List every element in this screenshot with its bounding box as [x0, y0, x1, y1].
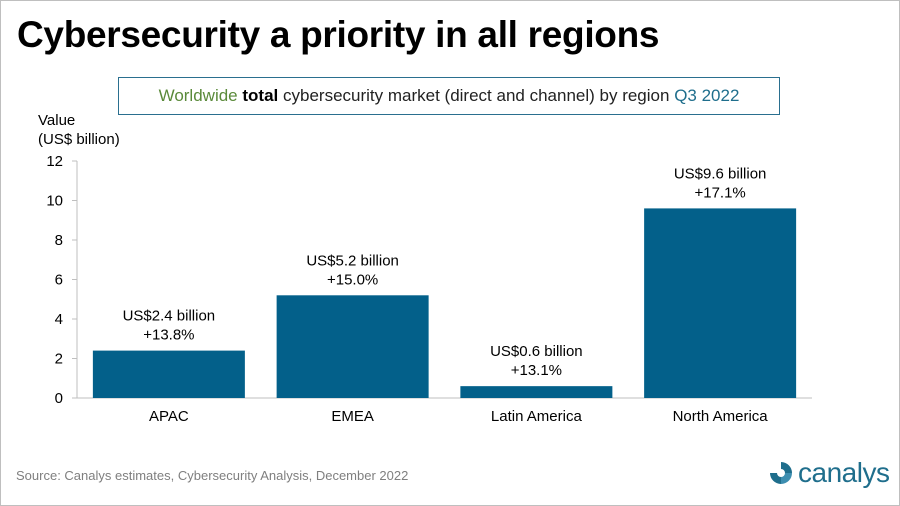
y-tick-label: 10 [46, 193, 63, 210]
data-label-growth: +13.1% [511, 362, 562, 379]
data-label-growth: +15.0% [327, 271, 378, 288]
data-label-value: US$9.6 billion [674, 165, 767, 182]
subtitle-total: total [242, 86, 279, 105]
data-label-growth: +17.1% [694, 184, 745, 201]
subtitle-period: Q3 2022 [674, 86, 740, 105]
y-axis-label: Value (US$ billion) [38, 111, 120, 149]
x-tick-label: North America [673, 408, 769, 425]
bar [92, 350, 245, 398]
source-note: Source: Canalys estimates, Cybersecurity… [16, 468, 409, 483]
x-tick-label: Latin America [491, 408, 583, 425]
y-tick-label: 12 [46, 153, 63, 170]
x-tick-label: APAC [149, 408, 189, 425]
x-tick-label: EMEA [331, 408, 374, 425]
chart-subtitle: Worldwide total cybersecurity market (di… [118, 77, 780, 115]
subtitle-description: cybersecurity market (direct and channel… [283, 86, 670, 105]
y-tick-label: 6 [55, 272, 63, 289]
bar [644, 208, 797, 398]
y-tick-label: 0 [55, 390, 63, 407]
page-title: Cybersecurity a priority in all regions [17, 14, 660, 55]
data-label-value: US$5.2 billion [306, 252, 399, 269]
data-label-growth: +13.8% [143, 327, 194, 344]
bar [460, 386, 613, 398]
y-axis-label-line2: (US$ billion) [38, 131, 120, 148]
y-tick-label: 2 [55, 351, 63, 368]
canalys-logo: canalys [768, 456, 890, 490]
y-tick-label: 8 [55, 232, 63, 249]
bar [276, 295, 429, 398]
data-label-value: US$0.6 billion [490, 343, 583, 360]
canalys-logo-text: canalys [798, 457, 890, 488]
subtitle-worldwide: Worldwide [158, 86, 238, 105]
y-tick-label: 4 [55, 311, 63, 328]
y-axis-label-line1: Value [38, 112, 76, 129]
data-label-value: US$2.4 billion [123, 308, 216, 325]
canalys-logo-icon [770, 462, 792, 484]
